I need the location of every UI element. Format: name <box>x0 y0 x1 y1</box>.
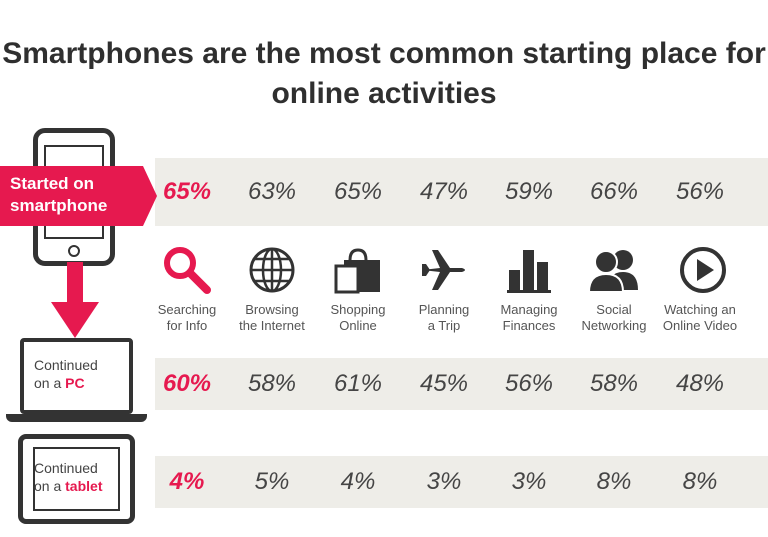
category-label-3-line1: Planning <box>418 302 470 317</box>
row-label-pc-accent: PC <box>65 375 85 391</box>
row-label-pc-prefix: on a <box>34 375 66 391</box>
category-label-0-line2: for Info <box>166 318 208 333</box>
row-label-pc: Continued on a PC <box>34 356 98 392</box>
laptop-icon <box>20 338 133 414</box>
value-cell-r0-c1: 63% <box>247 178 297 205</box>
value-cell-r1-c4: 56% <box>504 370 554 397</box>
row-band-pc <box>155 358 768 410</box>
row-label-smartphone-line2: smartphone <box>10 196 108 215</box>
category-label-3-line2: a Trip <box>427 318 461 333</box>
bar-chart-icon <box>507 250 551 293</box>
value-cell-r2-c2: 4% <box>340 468 376 495</box>
chart-title-text: Smartphones are the most common starting… <box>2 37 766 110</box>
row-label-tablet-prefix: on a <box>34 478 66 494</box>
value-cell-r2-c3: 3% <box>426 468 462 495</box>
value-cell-r1-c2: 61% <box>333 370 383 397</box>
category-label-1-line1: Browsing <box>245 302 299 317</box>
category-label-6-line1: Watching an <box>664 302 736 317</box>
row-label-tablet-accent: tablet <box>65 478 103 494</box>
category-label-3: Planning a Trip <box>396 302 492 334</box>
row-label-tablet: Continued on a tablet <box>34 459 102 495</box>
row-label-smartphone-line1: Started on <box>10 174 95 193</box>
category-label-5: Social Networking <box>566 302 662 334</box>
category-label-6-line2: Online Video <box>662 318 738 333</box>
category-label-4-line2: Finances <box>502 318 556 333</box>
laptop-base <box>6 414 147 422</box>
smartphone-banner-tip <box>143 166 157 226</box>
value-cell-r0-c5: 66% <box>589 178 639 205</box>
value-cell-r0-c6: 56% <box>675 178 725 205</box>
value-cell-r0-c2: 65% <box>333 178 383 205</box>
tablet-icon <box>18 434 135 524</box>
row-band-tablet <box>155 456 768 508</box>
globe-icon <box>249 247 295 293</box>
shopping-bag-icon <box>334 248 380 294</box>
category-label-1-line2: the Internet <box>239 318 305 333</box>
value-cell-r2-c6: 8% <box>682 468 718 495</box>
magnifier-icon <box>164 247 211 294</box>
play-icon <box>680 247 726 293</box>
category-label-5-line2: Networking <box>581 318 647 333</box>
value-cell-r1-c0: 60% <box>162 370 212 397</box>
category-label-2-line2: Online <box>339 318 377 333</box>
row-label-pc-line1: Continued <box>34 357 98 373</box>
category-label-6: Watching an Online Video <box>652 302 748 334</box>
down-arrow-stem <box>67 262 83 304</box>
value-cell-r1-c1: 58% <box>247 370 297 397</box>
row-band-smartphone <box>155 158 768 226</box>
value-cell-r1-c5: 58% <box>589 370 639 397</box>
value-cell-r2-c0: 4% <box>169 468 205 495</box>
value-cell-r0-c3: 47% <box>419 178 469 205</box>
category-label-1: Browsing the Internet <box>224 302 320 334</box>
category-label-2: Shopping Online <box>310 302 406 334</box>
people-icon <box>588 250 638 293</box>
value-cell-r2-c4: 3% <box>511 468 547 495</box>
category-label-2-line1: Shopping <box>330 302 386 317</box>
category-label-0: Searching for Info <box>139 302 235 334</box>
chart-title: Smartphones are the most common starting… <box>0 34 768 114</box>
value-cell-r0-c0: 65% <box>162 178 212 205</box>
value-cell-r2-c5: 8% <box>596 468 632 495</box>
value-cell-r0-c4: 59% <box>504 178 554 205</box>
value-cell-r1-c3: 45% <box>419 370 469 397</box>
value-cell-r1-c6: 48% <box>675 370 725 397</box>
category-label-4: Managing Finances <box>481 302 577 334</box>
category-label-5-line1: Social <box>596 302 632 317</box>
row-label-tablet-line2: on a tablet <box>34 477 102 495</box>
category-label-0-line1: Searching <box>157 302 217 317</box>
value-cell-r2-c1: 5% <box>254 468 290 495</box>
airplane-icon <box>422 250 465 290</box>
row-label-tablet-line1: Continued <box>34 460 98 476</box>
category-label-4-line1: Managing <box>500 302 558 317</box>
down-arrow-icon <box>51 302 99 338</box>
row-label-smartphone: Started on smartphone <box>10 173 135 217</box>
smartphone-banner <box>0 166 143 226</box>
row-label-pc-line2: on a PC <box>34 374 98 392</box>
